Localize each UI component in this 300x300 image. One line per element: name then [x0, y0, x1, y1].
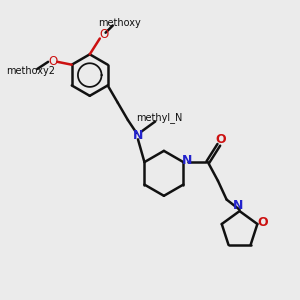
Text: methyl_N: methyl_N	[136, 112, 183, 124]
Text: methoxy: methoxy	[99, 18, 141, 28]
Text: O: O	[258, 216, 268, 229]
Text: N: N	[133, 129, 143, 142]
Text: O: O	[215, 133, 226, 146]
Text: N: N	[182, 154, 193, 167]
Text: methoxy2: methoxy2	[6, 66, 56, 76]
Text: O: O	[48, 55, 58, 68]
Text: O: O	[99, 28, 108, 41]
Text: N: N	[233, 199, 243, 212]
